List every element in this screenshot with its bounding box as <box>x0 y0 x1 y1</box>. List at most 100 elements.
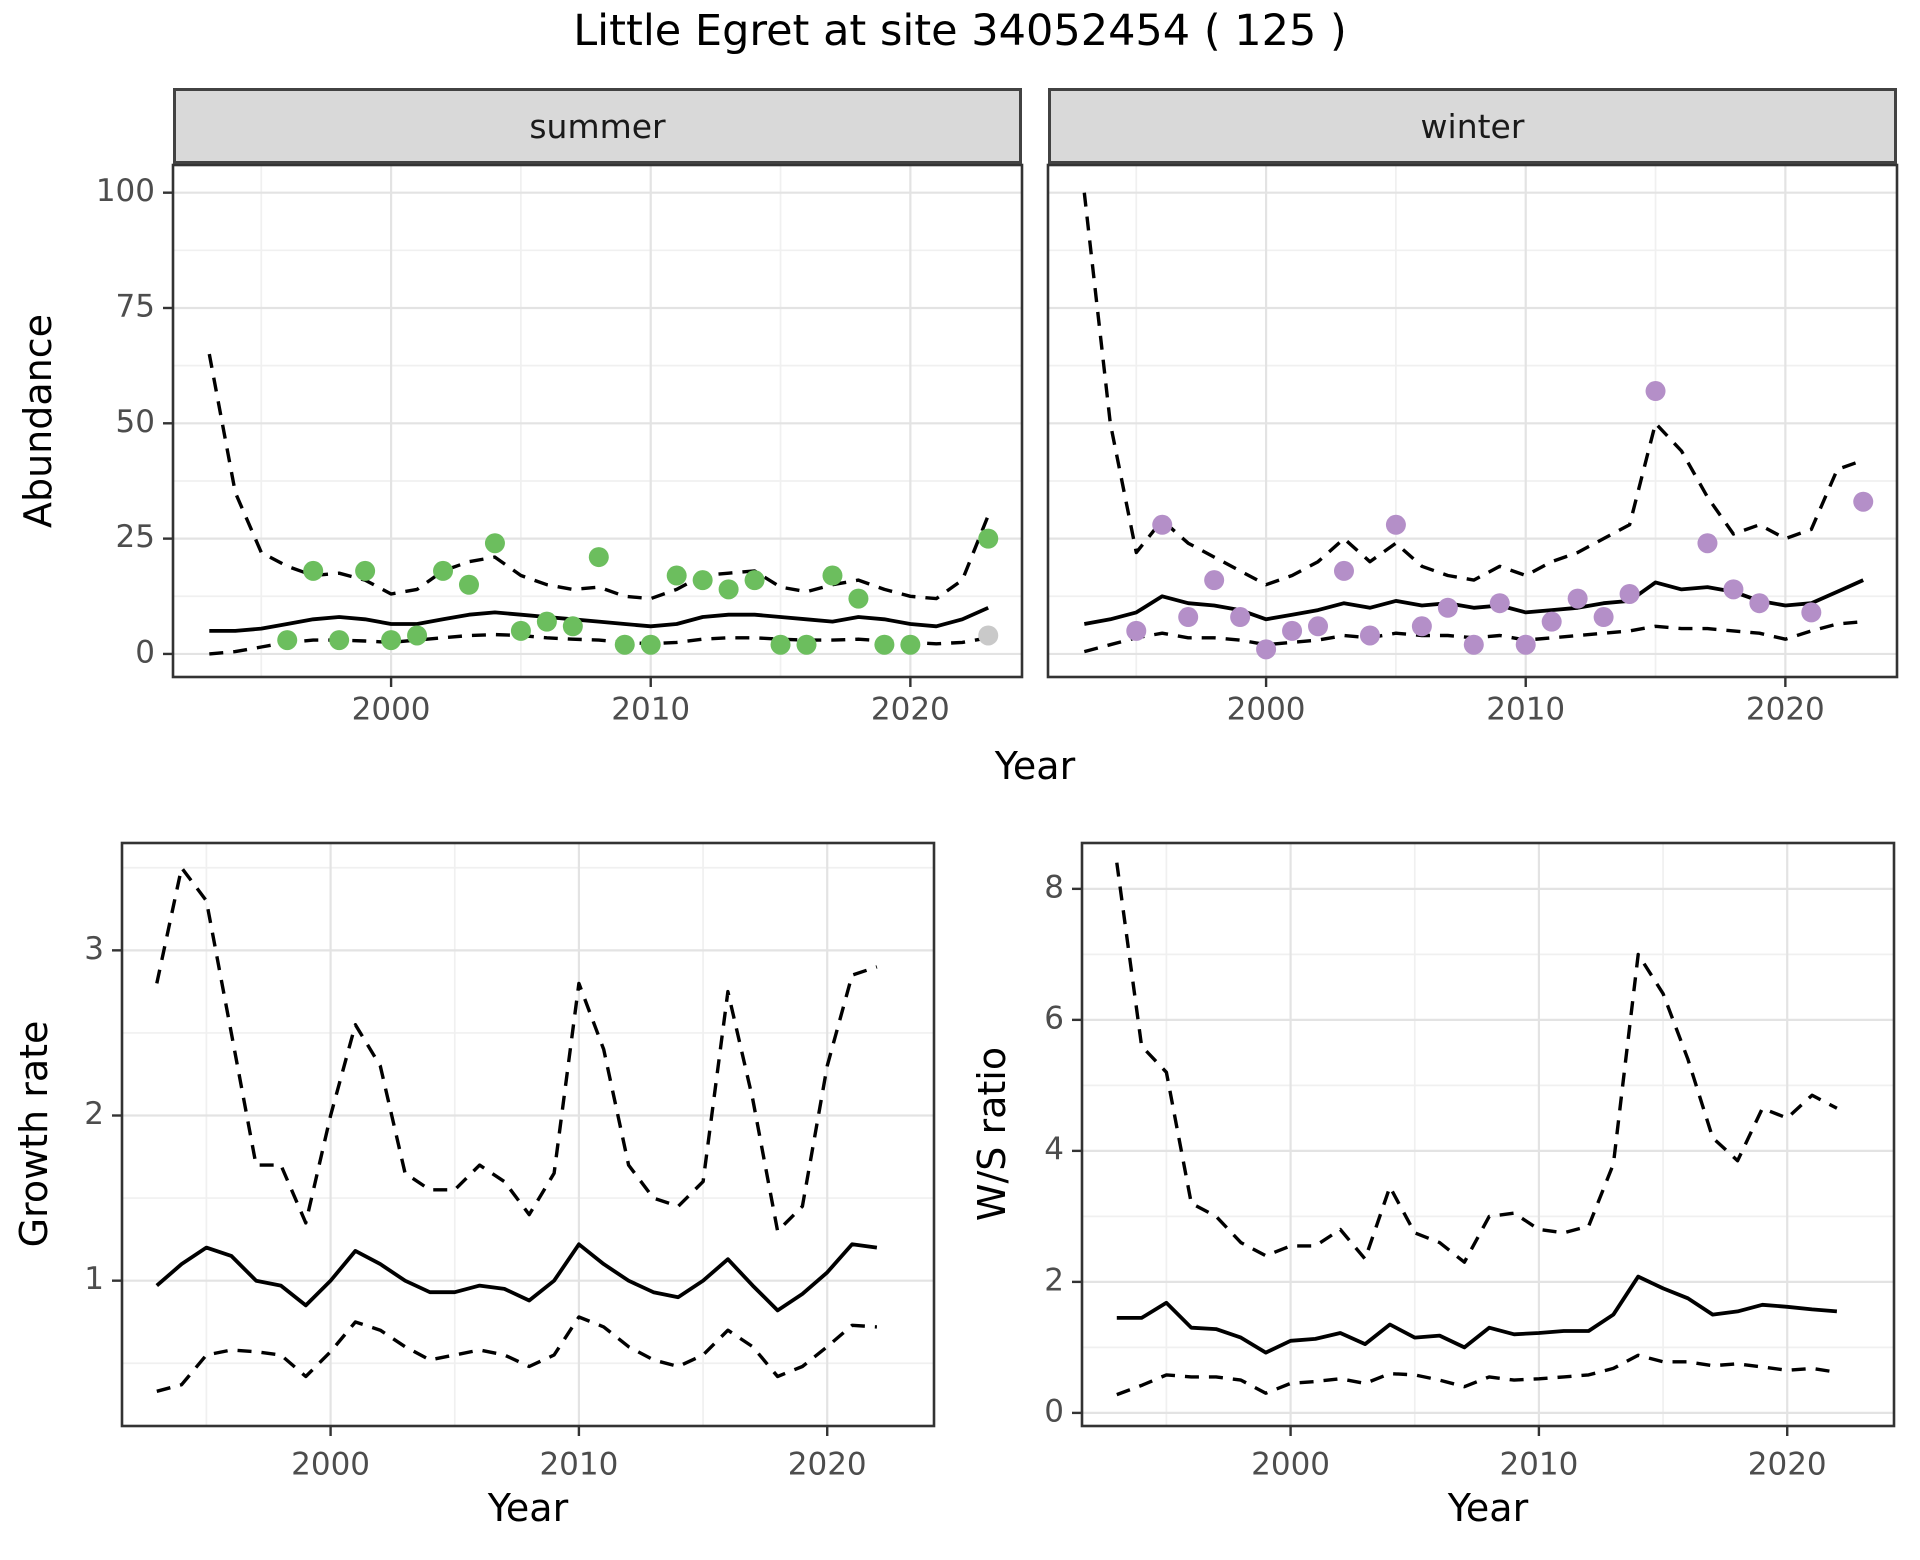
panel-series-growth-rate <box>155 866 878 1393</box>
y-tick-label: 25 <box>116 519 155 555</box>
panel-border-growth-rate <box>120 841 936 1428</box>
data-point-observed_counts <box>640 634 661 655</box>
series-line-upper_95ci <box>155 866 878 1233</box>
panel-series-abundance-winter <box>1082 192 1874 660</box>
data-point-observed_counts <box>1308 616 1329 637</box>
data-point-observed_counts <box>1385 514 1406 535</box>
data-point-observed_counts <box>1697 533 1718 554</box>
data-point-observed_counts <box>1489 593 1510 614</box>
data-point-incomplete_count <box>978 625 999 646</box>
panel-border-abundance-winter <box>1046 163 1899 679</box>
x-tick-label: 2020 <box>788 1447 867 1483</box>
y-axis-title-abundance: Abundance <box>16 313 60 529</box>
data-point-observed_counts <box>848 588 869 609</box>
x-tick-label: 2000 <box>291 1447 370 1483</box>
y-tick-label: 1 <box>84 1261 104 1297</box>
data-point-observed_counts <box>718 579 739 600</box>
y-tick-label: 2 <box>1044 1262 1064 1298</box>
data-point-observed_counts <box>1126 620 1147 641</box>
facet-strip-winter-label: winter <box>1420 106 1525 146</box>
data-point-observed_counts <box>744 570 765 591</box>
data-point-observed_counts <box>277 630 298 651</box>
data-point-observed_counts <box>1152 514 1173 535</box>
series-line-smoothed_mean <box>155 1242 878 1313</box>
series-line-lower_95ci <box>1116 1353 1838 1397</box>
x-tick-label: 2020 <box>1748 1447 1827 1483</box>
y-axis-title-ws-ratio: W/S ratio <box>970 1046 1014 1222</box>
x-axis-title-top: Year <box>994 744 1076 788</box>
x-tick-label: 2020 <box>871 692 950 728</box>
panel-series-abundance-summer <box>207 353 999 656</box>
data-point-observed_counts <box>614 634 635 655</box>
y-tick-label: 2 <box>84 1096 104 1132</box>
data-point-observed_counts <box>1619 583 1640 604</box>
data-point-observed_counts <box>381 630 402 651</box>
data-point-observed_counts <box>536 611 557 632</box>
panel-series-ws-ratio <box>1115 862 1838 1397</box>
data-point-observed_counts <box>1515 634 1536 655</box>
x-tick-label: 2000 <box>1251 1447 1330 1483</box>
x-axis-title-ws-ratio: Year <box>1447 1486 1529 1530</box>
data-point-observed_counts <box>1853 491 1874 512</box>
data-point-observed_counts <box>1567 588 1588 609</box>
data-point-observed_counts <box>1801 602 1822 623</box>
x-tick-label: 2000 <box>1227 692 1306 728</box>
y-tick-label: 8 <box>1044 869 1064 905</box>
panel-border-abundance-summer <box>171 163 1024 679</box>
data-point-observed_counts <box>1437 597 1458 618</box>
panel-background-abundance-summer <box>173 165 1022 677</box>
data-point-observed_counts <box>433 560 454 581</box>
y-tick-label: 0 <box>135 634 155 670</box>
data-point-observed_counts <box>1282 620 1303 641</box>
data-point-observed_counts <box>1723 579 1744 600</box>
data-point-observed_counts <box>900 634 921 655</box>
data-point-observed_counts <box>355 560 376 581</box>
x-tick-label: 2020 <box>1746 692 1825 728</box>
data-point-observed_counts <box>1178 607 1199 628</box>
facet-strip-summer-label: summer <box>529 106 666 146</box>
y-tick-label: 0 <box>1044 1393 1064 1429</box>
data-point-observed_counts <box>796 634 817 655</box>
x-tick-label: 2010 <box>1499 1447 1578 1483</box>
panel-background-growth-rate <box>122 843 934 1426</box>
data-point-observed_counts <box>692 570 713 591</box>
data-point-observed_counts <box>666 565 687 586</box>
data-point-observed_counts <box>562 616 583 637</box>
x-tick-label: 2000 <box>352 692 431 728</box>
data-point-observed_counts <box>978 528 999 549</box>
data-point-observed_counts <box>874 634 895 655</box>
data-point-observed_counts <box>1463 634 1484 655</box>
series-line-upper_95ci <box>1082 192 1864 587</box>
y-tick-label: 6 <box>1044 1000 1064 1036</box>
data-point-observed_counts <box>1749 593 1770 614</box>
data-point-observed_counts <box>1645 381 1666 402</box>
data-point-observed_counts <box>1230 607 1251 628</box>
facet-strip-winter: winter <box>1048 88 1897 164</box>
data-point-observed_counts <box>1359 625 1380 646</box>
data-point-observed_counts <box>1411 616 1432 637</box>
y-axis-title-growth-rate: Growth rate <box>12 1020 56 1248</box>
data-point-observed_counts <box>1593 607 1614 628</box>
series-line-upper_95ci <box>207 353 990 601</box>
data-point-observed_counts <box>484 533 505 554</box>
panel-border-ws-ratio <box>1080 841 1896 1428</box>
data-point-observed_counts <box>458 574 479 595</box>
x-tick-label: 2010 <box>539 1447 618 1483</box>
panel-background-ws-ratio <box>1082 843 1894 1426</box>
data-point-observed_counts <box>1541 611 1562 632</box>
data-point-observed_counts <box>1204 570 1225 591</box>
series-line-smoothed_mean <box>209 606 989 633</box>
x-axis-title-growth-rate: Year <box>487 1486 569 1530</box>
series-line-smoothed_mean <box>1116 1274 1838 1355</box>
data-point-observed_counts <box>1333 560 1354 581</box>
x-tick-label: 2010 <box>1486 692 1565 728</box>
data-point-observed_counts <box>1256 639 1277 660</box>
facet-strip-summer: summer <box>173 88 1022 164</box>
y-tick-label: 3 <box>84 931 104 967</box>
data-point-observed_counts <box>510 620 531 641</box>
y-tick-label: 100 <box>96 173 155 209</box>
data-point-observed_counts <box>822 565 843 586</box>
x-tick-label: 2010 <box>611 692 690 728</box>
